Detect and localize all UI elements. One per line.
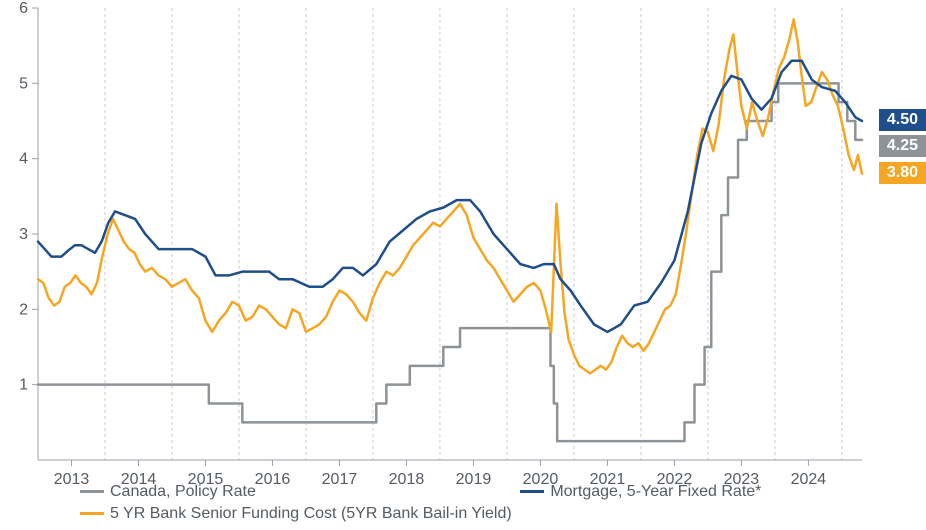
legend-label-policy: Canada, Policy Rate [110,483,256,501]
legend-swatch-mortgage [520,490,544,493]
svg-text:2: 2 [19,301,28,318]
legend-label-mortgage: Mortgage, 5-Year Fixed Rate* [550,483,761,501]
legend-swatch-policy [80,490,104,493]
svg-text:6: 6 [19,0,28,17]
svg-text:5: 5 [19,75,28,92]
legend-label-funding: 5 YR Bank Senior Funding Cost (5YR Bank … [110,505,512,523]
chart-svg: 1234562013201420152016201720182019202020… [0,0,926,530]
rate-chart: 1234562013201420152016201720182019202020… [0,0,926,530]
end-label-funding: 3.80 [879,162,926,184]
legend-item-funding: 5 YR Bank Senior Funding Cost (5YR Bank … [80,505,512,523]
svg-text:3: 3 [19,226,28,243]
svg-text:1: 1 [19,377,28,394]
legend: Canada, Policy Rate Mortgage, 5-Year Fix… [80,480,801,524]
svg-text:4: 4 [19,151,28,168]
end-label-policy: 4.25 [879,135,926,157]
legend-swatch-funding [80,512,104,515]
end-label-mortgage: 4.50 [879,109,926,131]
legend-item-policy: Canada, Policy Rate [80,483,256,501]
legend-item-mortgage: Mortgage, 5-Year Fixed Rate* [520,483,761,501]
